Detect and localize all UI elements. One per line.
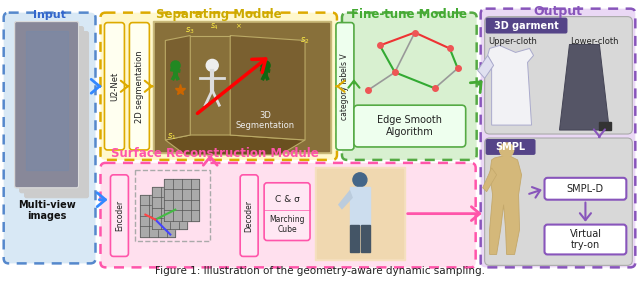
Bar — [156, 22, 329, 151]
FancyBboxPatch shape — [336, 22, 354, 150]
Bar — [26, 31, 68, 170]
Bar — [154, 21, 331, 153]
Text: Figure 1: Illustration of the geometry-aware dynamic sampling.: Figure 1: Illustration of the geometry-a… — [155, 266, 485, 276]
Text: Virtual
try-on: Virtual try-on — [570, 229, 602, 250]
Polygon shape — [338, 190, 353, 210]
Text: Encoder: Encoder — [115, 200, 124, 231]
Circle shape — [353, 173, 367, 187]
FancyBboxPatch shape — [20, 27, 83, 193]
Text: 3D
Segmentation: 3D Segmentation — [236, 111, 294, 130]
Text: Input: Input — [33, 10, 66, 20]
Text: Decoder: Decoder — [244, 200, 253, 232]
FancyBboxPatch shape — [129, 22, 149, 150]
Text: C & σ: C & σ — [275, 195, 300, 204]
Bar — [600, 122, 611, 130]
FancyBboxPatch shape — [15, 22, 79, 188]
Text: SMPL: SMPL — [495, 142, 525, 152]
Text: Marching
Cube: Marching Cube — [269, 215, 305, 234]
FancyBboxPatch shape — [264, 183, 310, 241]
Text: $\times$: $\times$ — [235, 22, 242, 30]
FancyBboxPatch shape — [481, 9, 636, 267]
Text: $s_1$: $s_1$ — [167, 131, 177, 142]
FancyBboxPatch shape — [342, 13, 477, 160]
FancyBboxPatch shape — [4, 13, 95, 263]
Text: SMPL-D: SMPL-D — [567, 184, 604, 194]
Text: $s_2$: $s_2$ — [300, 35, 310, 46]
FancyBboxPatch shape — [15, 22, 79, 188]
FancyBboxPatch shape — [100, 13, 337, 160]
Circle shape — [500, 143, 513, 157]
Bar — [361, 225, 370, 252]
Bar — [164, 179, 199, 221]
FancyBboxPatch shape — [25, 31, 88, 198]
FancyBboxPatch shape — [484, 17, 632, 134]
Text: $s_3$: $s_3$ — [186, 26, 195, 36]
FancyBboxPatch shape — [486, 18, 568, 33]
FancyBboxPatch shape — [240, 175, 258, 257]
Text: 2D segmentation: 2D segmentation — [135, 50, 144, 123]
FancyBboxPatch shape — [104, 22, 124, 150]
Text: Multi-view
images: Multi-view images — [18, 200, 76, 221]
Bar — [136, 170, 210, 241]
Polygon shape — [165, 135, 305, 155]
Bar — [152, 187, 188, 228]
Text: category labels V: category labels V — [340, 53, 349, 120]
Polygon shape — [559, 44, 609, 130]
FancyBboxPatch shape — [545, 225, 627, 254]
Bar — [317, 169, 403, 259]
Text: Fine-tune Module: Fine-tune Module — [351, 8, 467, 21]
Text: Lower-cloth: Lower-cloth — [570, 37, 619, 46]
Text: Edge Smooth
Algorithm: Edge Smooth Algorithm — [378, 115, 442, 137]
Polygon shape — [490, 155, 522, 254]
Text: 3D garment: 3D garment — [494, 21, 559, 31]
Bar — [140, 195, 175, 237]
Polygon shape — [488, 46, 534, 125]
FancyBboxPatch shape — [111, 175, 129, 257]
FancyBboxPatch shape — [484, 138, 632, 265]
Bar — [315, 167, 405, 260]
Polygon shape — [165, 35, 190, 140]
Text: $s_4$: $s_4$ — [210, 22, 220, 32]
Text: Upper-cloth: Upper-cloth — [488, 37, 537, 46]
FancyBboxPatch shape — [486, 139, 536, 155]
Text: Output: Output — [533, 5, 582, 18]
Text: Separating Module: Separating Module — [156, 8, 282, 21]
FancyBboxPatch shape — [354, 105, 466, 147]
Text: U2-Net: U2-Net — [110, 72, 119, 101]
Bar — [350, 187, 370, 225]
Polygon shape — [483, 168, 497, 192]
Polygon shape — [230, 35, 305, 140]
Circle shape — [206, 59, 218, 71]
Text: Surface Reconstruction Module: Surface Reconstruction Module — [111, 147, 319, 160]
FancyBboxPatch shape — [545, 178, 627, 200]
FancyBboxPatch shape — [100, 163, 476, 267]
Bar — [350, 225, 359, 252]
Polygon shape — [477, 55, 493, 78]
